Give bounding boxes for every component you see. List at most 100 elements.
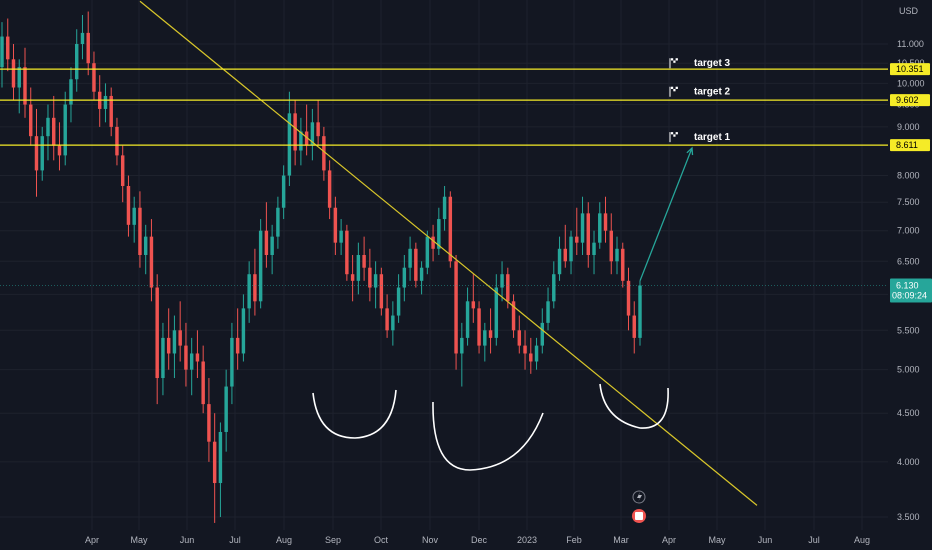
trendline[interactable]	[139, 0, 758, 506]
candle-body	[391, 315, 395, 331]
candle-body	[511, 301, 516, 331]
level-badge	[890, 139, 930, 152]
candle-body	[621, 248, 625, 281]
candle-body	[247, 274, 251, 309]
candle-body	[626, 280, 631, 316]
candle-body	[471, 301, 476, 309]
candle-body	[212, 441, 217, 484]
time-tick-label: Apr	[662, 535, 676, 545]
candle-body	[534, 345, 539, 362]
candle-body	[396, 287, 401, 316]
price-tick-label: 4.500	[897, 408, 920, 418]
candle-body	[166, 337, 171, 354]
candle-body	[557, 248, 562, 275]
time-tick-label: Sep	[325, 535, 341, 545]
candle-body	[230, 337, 234, 387]
candle-body	[138, 207, 142, 255]
candle-body	[195, 353, 200, 362]
candle-body	[402, 267, 407, 288]
candle-body	[448, 196, 453, 262]
time-tick-label: Feb	[566, 535, 582, 545]
price-tick-label: 5.000	[897, 365, 920, 375]
candle-body	[408, 248, 412, 268]
candle-body	[276, 207, 280, 237]
earnings-glyph	[635, 512, 643, 520]
flag-icon	[669, 132, 678, 143]
flag-icon	[669, 58, 678, 69]
candle-body	[287, 113, 292, 176]
candle-body	[69, 79, 73, 105]
candle-body	[419, 267, 424, 281]
candle-body	[189, 353, 194, 370]
candle-body	[379, 274, 384, 309]
pattern-arc[interactable]	[312, 389, 397, 439]
time-tick-label: Mar	[613, 535, 629, 545]
level-badge	[890, 94, 930, 107]
time-tick-label: Oct	[374, 535, 389, 545]
candle-body	[339, 230, 343, 243]
candle-body	[454, 261, 458, 354]
time-tick-label: Aug	[276, 535, 292, 545]
candle-body	[477, 308, 481, 346]
last-price-badge	[890, 278, 932, 303]
candle-body	[345, 230, 349, 275]
projection-arrow[interactable]	[639, 147, 693, 282]
candle-body	[540, 322, 545, 346]
time-tick-label: 2023	[517, 535, 537, 545]
candle-body	[310, 122, 315, 146]
candle-body	[109, 95, 113, 127]
time-tick-label: Aug	[854, 535, 870, 545]
candle-body	[373, 274, 378, 288]
bar-countdown: 08:09:24	[892, 291, 927, 301]
candle-body	[304, 131, 309, 146]
candle-body	[460, 337, 464, 354]
candle-body	[57, 145, 62, 156]
candle-body	[442, 196, 447, 220]
candle-body	[523, 345, 527, 354]
pattern-arc[interactable]	[599, 383, 669, 429]
candle-body	[638, 285, 642, 338]
candle-body	[120, 155, 125, 186]
candle-body	[241, 308, 246, 354]
price-tick-label: 10.000	[897, 78, 925, 88]
arrow-head	[686, 146, 694, 156]
candle-body	[132, 207, 136, 225]
candle-body	[385, 308, 389, 331]
candle-body	[258, 230, 263, 302]
candle-body	[161, 337, 165, 379]
pattern-arc[interactable]	[432, 401, 544, 471]
level-badge	[890, 63, 930, 76]
time-tick-label: Dec	[471, 535, 488, 545]
candle-body	[575, 236, 579, 243]
candle-body	[494, 287, 499, 338]
candle-body	[149, 236, 154, 288]
candle-body	[327, 170, 332, 208]
candle-body	[23, 67, 27, 105]
candle-body	[316, 122, 320, 137]
candle-body	[598, 213, 602, 243]
candle-body	[425, 236, 430, 268]
lightning-bolt	[637, 492, 642, 502]
price-tick-label: 11.000	[897, 39, 924, 49]
candle-body	[483, 330, 487, 346]
candle-body	[46, 117, 50, 137]
level-badge-text: 9.602	[896, 95, 919, 105]
candle-body	[500, 274, 504, 288]
candle-body	[29, 104, 33, 137]
price-tick-label: 9.000	[897, 122, 920, 132]
level-badge-text: 10.351	[896, 64, 924, 74]
target-label: target 2	[694, 87, 731, 98]
candle-body	[350, 274, 355, 281]
candle-body	[34, 136, 39, 171]
time-tick-label: Jul	[808, 535, 820, 545]
candle-body	[414, 248, 418, 281]
candle-body	[488, 330, 493, 338]
target-label: target 3	[694, 58, 731, 69]
price-axis-panel	[888, 0, 932, 550]
time-tick-label: Nov	[422, 535, 439, 545]
candle-body	[40, 136, 44, 171]
candle-body	[92, 63, 96, 92]
candle-body	[235, 337, 240, 354]
candle-body	[437, 219, 441, 249]
